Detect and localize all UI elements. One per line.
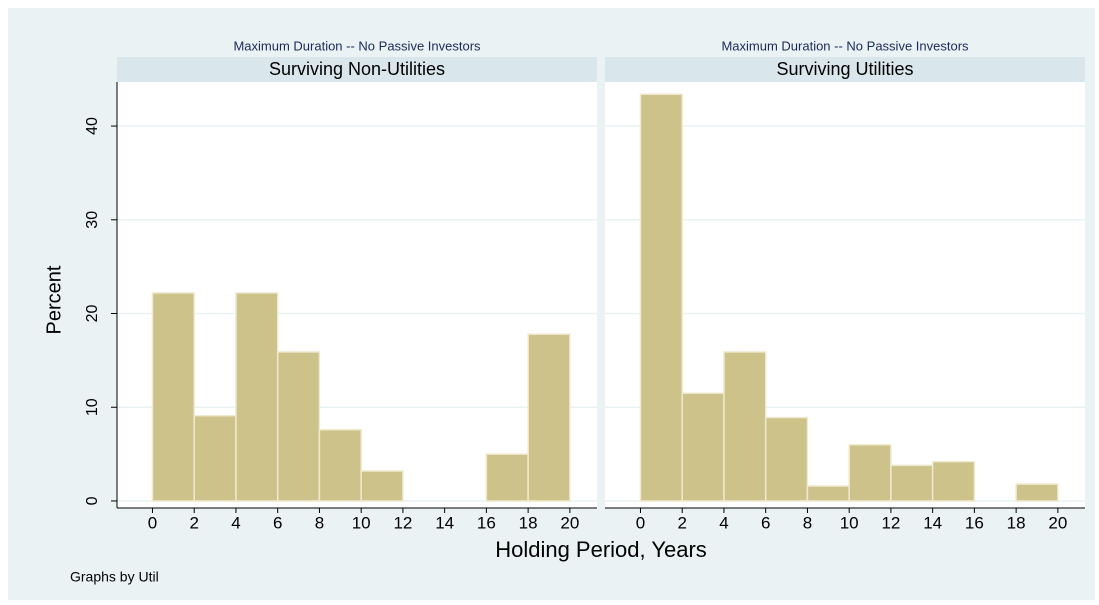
y-tick-label: 30 bbox=[84, 211, 101, 229]
x-tick-label: 16 bbox=[477, 513, 496, 532]
x-tick-label: 4 bbox=[231, 513, 240, 532]
bar bbox=[890, 464, 934, 502]
x-tick-label: 20 bbox=[1048, 513, 1067, 532]
bar bbox=[151, 292, 195, 502]
x-tick-label: 10 bbox=[352, 513, 371, 532]
x-tick-label: 0 bbox=[636, 513, 645, 532]
y-tick-label: 10 bbox=[84, 398, 101, 416]
x-tick-label: 16 bbox=[965, 513, 984, 532]
x-tick-label: 18 bbox=[519, 513, 538, 532]
x-tick-label: 12 bbox=[881, 513, 900, 532]
panel-subtitle: Maximum Duration -- No Passive Investors bbox=[233, 38, 481, 53]
bar bbox=[1015, 483, 1059, 502]
y-tick-label: 40 bbox=[84, 117, 101, 135]
x-tick-label: 14 bbox=[923, 513, 942, 532]
bar bbox=[639, 93, 683, 502]
bar bbox=[681, 392, 725, 502]
panel-header bbox=[605, 57, 1085, 82]
bar bbox=[931, 460, 976, 502]
x-tick-label: 12 bbox=[393, 513, 412, 532]
bar bbox=[485, 453, 529, 502]
bar bbox=[806, 485, 850, 502]
bar bbox=[527, 333, 571, 502]
bar bbox=[723, 351, 767, 502]
y-tick-label: 0 bbox=[84, 496, 101, 505]
bar bbox=[318, 428, 362, 502]
x-tick-label: 4 bbox=[719, 513, 728, 532]
x-tick-label: 0 bbox=[148, 513, 157, 532]
y-tick-label: 20 bbox=[84, 305, 101, 323]
x-tick-label: 10 bbox=[840, 513, 859, 532]
x-axis-label: Holding Period, Years bbox=[495, 537, 707, 562]
note: Graphs by Util bbox=[70, 569, 159, 585]
panel-subtitle: Maximum Duration -- No Passive Investors bbox=[721, 38, 969, 53]
x-tick-label: 2 bbox=[189, 513, 198, 532]
panel-title: Surviving Non-Utilities bbox=[269, 59, 445, 79]
x-tick-label: 8 bbox=[803, 513, 812, 532]
bar bbox=[848, 443, 892, 502]
panel-header bbox=[117, 57, 597, 82]
bar bbox=[193, 414, 237, 502]
x-tick-label: 6 bbox=[761, 513, 770, 532]
panel-title: Surviving Utilities bbox=[776, 59, 913, 79]
bar bbox=[764, 416, 809, 502]
x-tick-label: 18 bbox=[1007, 513, 1026, 532]
x-tick-label: 2 bbox=[677, 513, 686, 532]
bar bbox=[360, 470, 404, 502]
y-axis-label: Percent bbox=[43, 265, 65, 334]
x-tick-label: 20 bbox=[560, 513, 579, 532]
x-tick-label: 8 bbox=[315, 513, 324, 532]
bar bbox=[276, 351, 321, 502]
x-tick-label: 14 bbox=[435, 513, 454, 532]
bar bbox=[235, 292, 279, 502]
x-tick-label: 6 bbox=[273, 513, 282, 532]
